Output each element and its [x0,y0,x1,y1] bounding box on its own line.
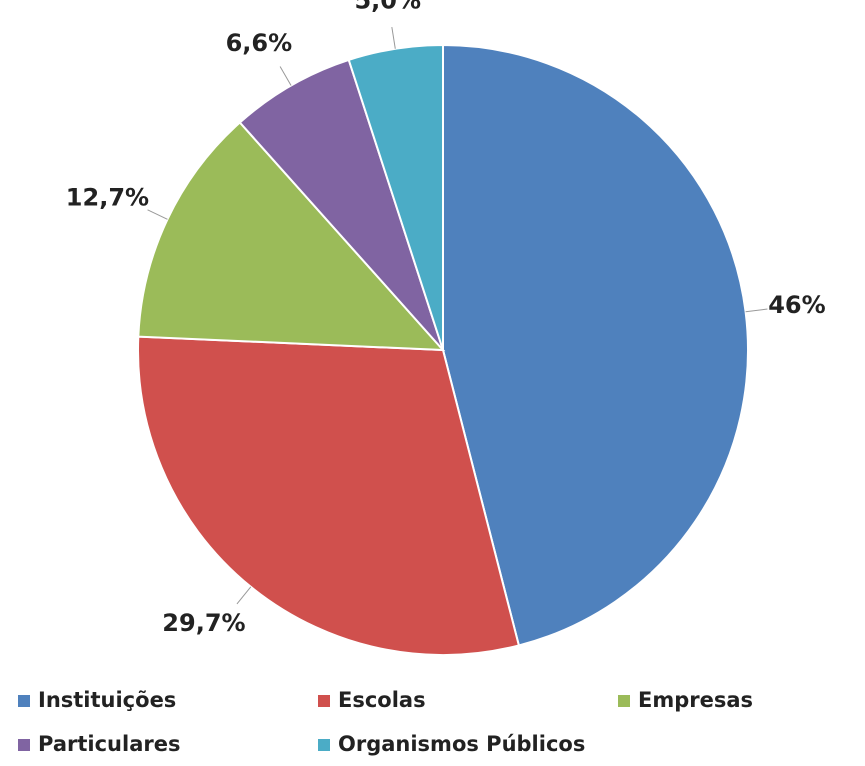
leader-line [745,308,768,313]
legend-swatch [618,695,630,707]
leader-line [279,66,292,86]
data-label: 46% [768,291,825,319]
data-label: 29,7% [162,609,245,637]
legend-swatch [318,739,330,751]
legend-label: Empresas [638,688,753,712]
pie-slice [137,121,446,352]
legend-swatch [318,695,330,707]
legend-label: Particulares [38,732,180,756]
legend-swatch [18,695,30,707]
pie-slice [238,58,444,351]
data-label: 12,7% [66,184,149,212]
pie-slice [442,43,749,647]
leader-line [147,209,168,220]
legend-swatch [18,739,30,751]
legend-label: Instituições [38,688,176,712]
pie-slice [137,335,521,656]
data-label: 5,0% [354,0,421,14]
leader-line [236,586,252,605]
data-label: 6,6% [226,29,293,57]
leader-line [391,26,396,49]
legend-label: Organismos Públicos [338,732,585,756]
pie-slice [347,43,444,351]
legend-label: Escolas [338,688,426,712]
